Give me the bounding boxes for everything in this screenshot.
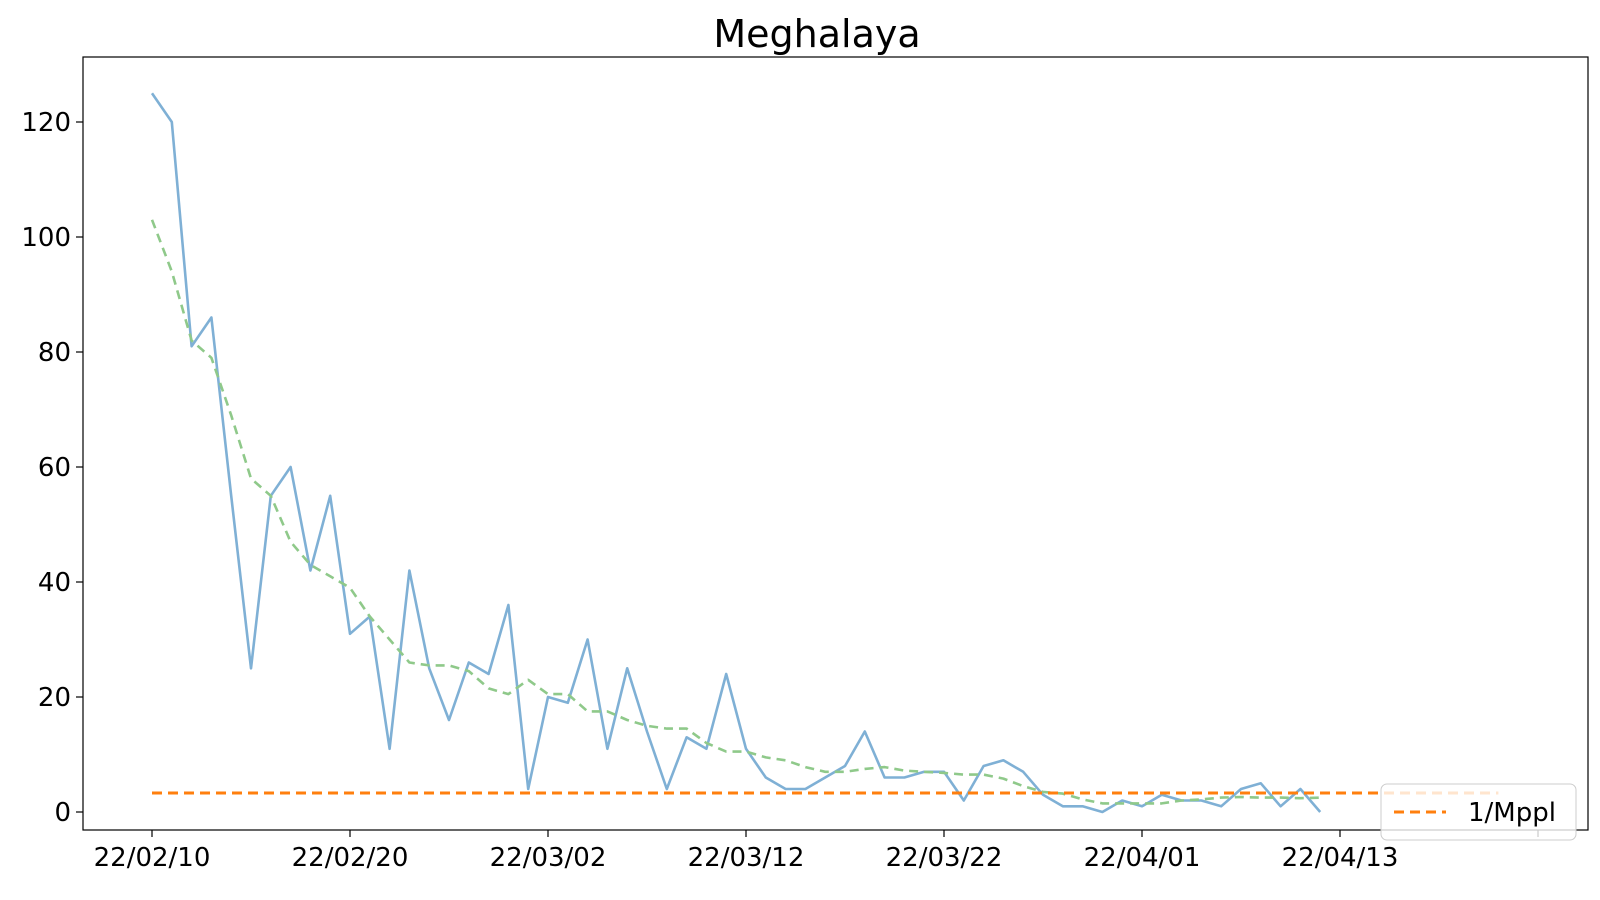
x-tick-label-1: 22/02/20 <box>292 843 409 873</box>
x-tick-label-4: 22/03/22 <box>886 843 1003 873</box>
y-tick-label-40: 40 <box>38 568 71 598</box>
x-tick-label-0: 22/02/10 <box>94 843 211 873</box>
y-tick-label-60: 60 <box>38 453 71 483</box>
y-tick-label-20: 20 <box>38 683 71 713</box>
x-tick-label-5: 22/04/01 <box>1084 843 1201 873</box>
x-tick-label-2: 22/03/02 <box>490 843 607 873</box>
x-tick-label-3: 22/03/12 <box>688 843 805 873</box>
y-axis: 0 20 40 60 80 100 120 <box>21 108 83 828</box>
chart-title: Meghalaya <box>713 12 920 56</box>
x-tick-label-6: 22/04/13 <box>1282 843 1399 873</box>
y-tick-label-120: 120 <box>21 108 71 138</box>
series-layer <box>150 92 1499 814</box>
series-line-moving_average <box>150 219 1321 805</box>
legend-label-threshold: 1/Mppl <box>1468 798 1556 828</box>
plot-area <box>82 56 1589 831</box>
series-line-daily <box>150 92 1322 814</box>
y-tick-label-100: 100 <box>21 223 71 253</box>
x-axis: 22/02/10 22/02/20 22/03/02 22/03/12 22/03/22… <box>94 830 1539 873</box>
legend-box <box>1380 783 1577 841</box>
y-tick-label-80: 80 <box>38 338 71 368</box>
legend: 1/Mppl <box>1380 783 1577 841</box>
y-tick-label-0: 0 <box>54 798 71 828</box>
